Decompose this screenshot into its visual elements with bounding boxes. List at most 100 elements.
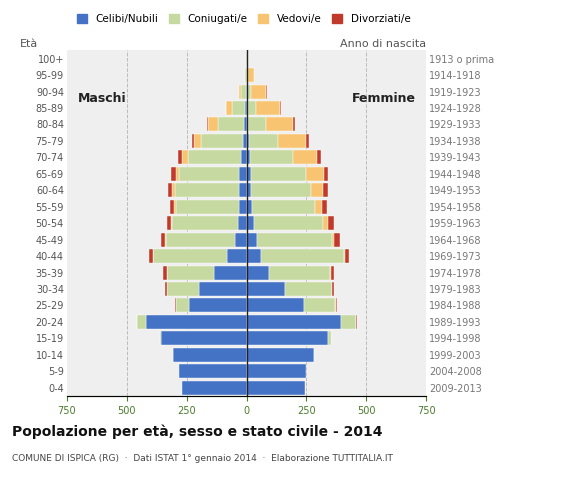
Bar (218, 118, 244, 132)
Bar (173, 348, 246, 362)
Bar (165, 282, 168, 296)
Bar (269, 265, 331, 279)
Bar (246, 364, 306, 378)
Bar (252, 200, 315, 214)
Bar (293, 150, 317, 164)
Bar (240, 167, 246, 181)
Bar (278, 134, 306, 148)
Bar (256, 101, 280, 115)
Bar (246, 200, 252, 214)
Bar (261, 249, 343, 263)
Bar (232, 101, 245, 115)
Bar (165, 233, 166, 247)
Bar (317, 150, 321, 164)
Bar (246, 118, 248, 132)
Bar (176, 299, 189, 312)
Bar (172, 167, 176, 181)
Bar (245, 68, 246, 82)
Bar (306, 134, 309, 148)
Bar (192, 134, 194, 148)
Bar (189, 299, 246, 312)
Bar (168, 265, 214, 279)
Bar (248, 118, 266, 132)
Bar (246, 68, 248, 82)
Bar (238, 216, 246, 230)
Bar (324, 167, 328, 181)
Bar (246, 381, 305, 395)
Bar (240, 200, 246, 214)
Bar (246, 167, 251, 181)
Text: Maschi: Maschi (78, 92, 126, 105)
Bar (198, 282, 246, 296)
Bar (251, 167, 306, 181)
Bar (306, 167, 324, 181)
Legend: Celibi/Nubili, Coniugati/e, Vedovi/e, Divorziati/e: Celibi/Nubili, Coniugati/e, Vedovi/e, Di… (72, 10, 415, 28)
Bar (345, 249, 349, 263)
Bar (208, 118, 218, 132)
Bar (174, 200, 176, 214)
Bar (137, 315, 146, 329)
Bar (172, 216, 238, 230)
Bar (323, 216, 328, 230)
Bar (149, 249, 153, 263)
Bar (250, 150, 293, 164)
Bar (253, 216, 323, 230)
Bar (246, 101, 248, 115)
Bar (315, 200, 322, 214)
Bar (227, 249, 246, 263)
Bar (246, 348, 314, 362)
Bar (334, 233, 340, 247)
Bar (248, 68, 253, 82)
Text: Popolazione per età, sesso e stato civile - 2014: Popolazione per età, sesso e stato civil… (12, 425, 382, 439)
Bar (182, 150, 188, 164)
Bar (168, 282, 198, 296)
Bar (244, 118, 246, 132)
Bar (201, 134, 243, 148)
Text: Età: Età (20, 39, 38, 48)
Bar (240, 183, 246, 197)
Bar (160, 331, 161, 346)
Bar (331, 265, 334, 279)
Text: Anno di nascita: Anno di nascita (340, 39, 426, 48)
Bar (179, 364, 246, 378)
Bar (168, 216, 171, 230)
Bar (146, 315, 246, 329)
Bar (246, 315, 341, 329)
Bar (304, 299, 335, 312)
Bar (179, 167, 240, 181)
Bar (251, 84, 266, 98)
Bar (341, 315, 356, 329)
Bar (293, 118, 295, 132)
Bar (311, 183, 323, 197)
Bar (246, 216, 253, 230)
Bar (258, 233, 332, 247)
Bar (336, 299, 337, 312)
Bar (176, 167, 179, 181)
Bar (226, 101, 232, 115)
Bar (332, 282, 334, 296)
Bar (168, 183, 172, 197)
Bar (246, 249, 261, 263)
Bar (266, 118, 293, 132)
Bar (246, 282, 285, 296)
Bar (343, 249, 345, 263)
Bar (246, 134, 249, 148)
Bar (166, 233, 234, 247)
Bar (175, 299, 176, 312)
Bar (246, 150, 250, 164)
Bar (246, 331, 328, 346)
Text: COMUNE DI ISPICA (RG)  ·  Dati ISTAT 1° gennaio 2014  ·  Elaborazione TUTTITALIA: COMUNE DI ISPICA (RG) · Dati ISTAT 1° ge… (12, 454, 393, 463)
Bar (251, 183, 311, 197)
Bar (162, 265, 167, 279)
Bar (285, 282, 332, 296)
Bar (249, 134, 278, 148)
Bar (161, 331, 246, 346)
Bar (240, 84, 241, 98)
Bar (175, 183, 240, 197)
Bar (246, 52, 248, 66)
Bar (214, 265, 246, 279)
Bar (246, 233, 258, 247)
Bar (182, 381, 246, 395)
Bar (188, 150, 241, 164)
Bar (194, 134, 201, 148)
